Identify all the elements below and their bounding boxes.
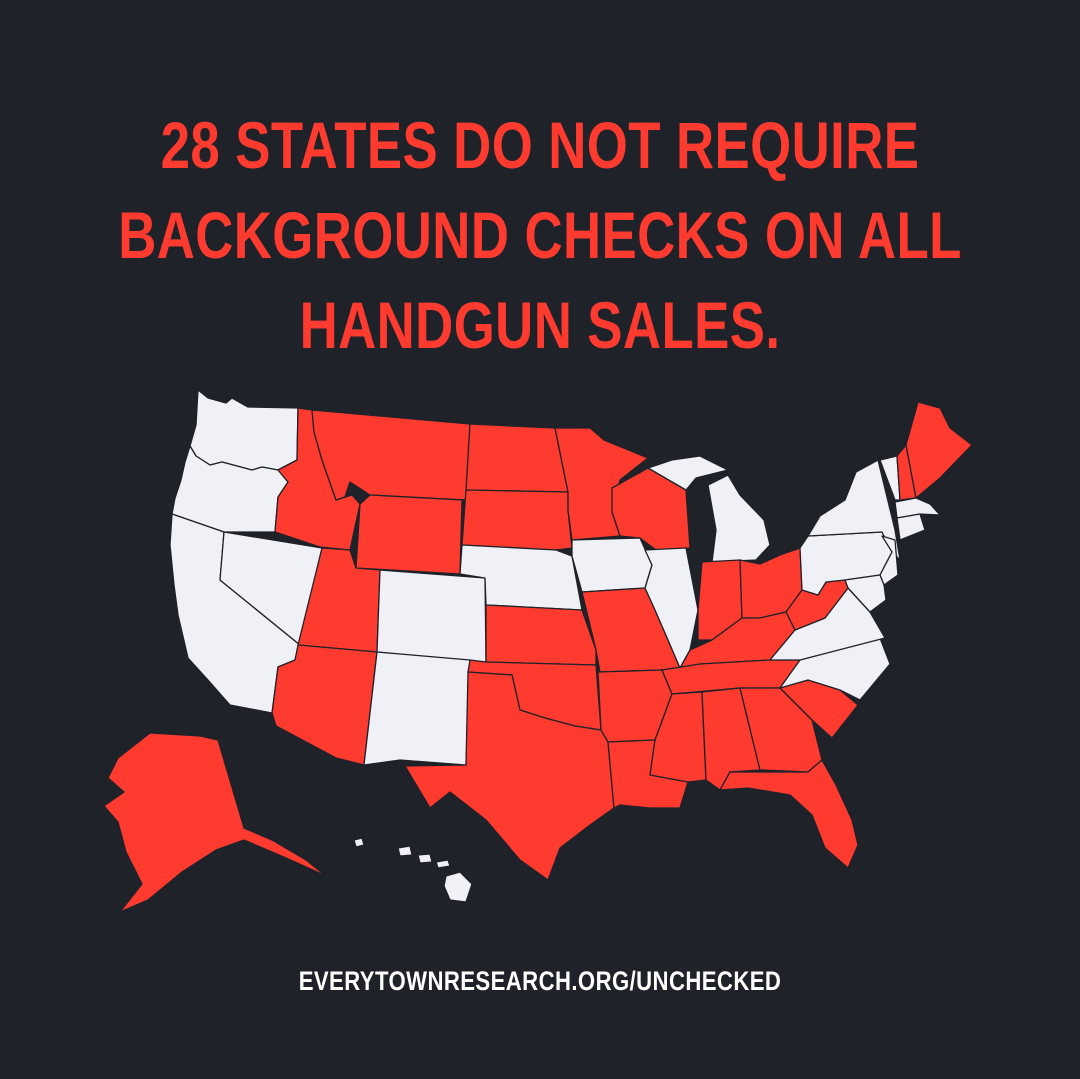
state-texas <box>404 671 615 881</box>
headline-line-2: BACKGROUND CHECKS ON ALL <box>118 198 962 272</box>
state-arizona <box>271 644 378 766</box>
state-illinois <box>644 547 699 669</box>
state-north-dakota <box>465 423 569 493</box>
state-hawaii-2 <box>397 845 413 857</box>
headline-line-3: HANDGUN SALES. <box>299 288 781 362</box>
state-hawaii-3 <box>417 853 433 864</box>
state-south-dakota <box>461 489 573 551</box>
state-connecticut-rhode-island <box>896 513 926 541</box>
state-florida <box>719 759 859 869</box>
headline: 28 STATES DO NOT REQUIRE BACKGROUND CHEC… <box>108 100 972 370</box>
state-montana <box>311 409 471 501</box>
state-hawaii-1 <box>353 837 365 848</box>
state-alaska <box>103 732 327 913</box>
state-iowa <box>571 537 653 593</box>
state-michigan <box>707 474 771 563</box>
state-delaware-maryland <box>844 574 887 613</box>
state-kansas <box>485 604 597 666</box>
headline-line-1: 28 STATES DO NOT REQUIRE <box>160 108 920 182</box>
state-wyoming <box>355 494 463 575</box>
state-colorado <box>376 569 487 663</box>
state-maine <box>905 401 973 499</box>
state-hawaii-4 <box>435 859 451 869</box>
state-michigan-upper <box>647 455 729 491</box>
state-north-carolina <box>779 637 891 701</box>
footer-url: EVERYTOWNRESEARCH.ORG/UNCHECKED <box>298 966 782 996</box>
state-new-mexico <box>363 651 471 766</box>
state-hawaii-5 <box>443 871 473 903</box>
state-washington <box>189 389 299 471</box>
